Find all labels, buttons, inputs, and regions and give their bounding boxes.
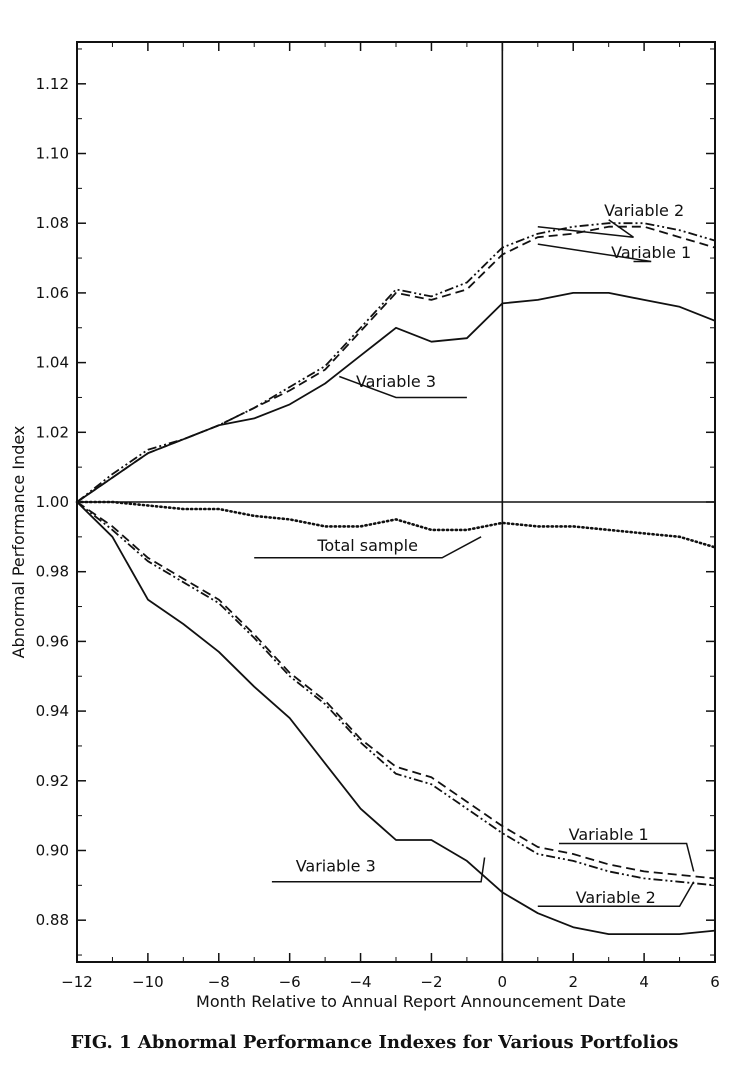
annotation-leader-line (271, 857, 486, 883)
series-annotation-label: Variable 3 (356, 372, 436, 391)
annotation-leader-line (537, 243, 652, 263)
series-annotation-label: Variable 2 (604, 201, 684, 220)
x-tick-label: 2 (568, 973, 578, 991)
x-tick-label: 6 (710, 973, 720, 991)
y-tick-label: 1.04 (36, 354, 69, 372)
series-annotation-label: Variable 3 (296, 856, 376, 875)
y-axis-title: Abnormal Performance Index (9, 426, 28, 659)
y-tick-label: 0.96 (36, 632, 69, 650)
series-line-negative-dashed (76, 501, 716, 880)
series-annotation-label: Variable 2 (576, 888, 656, 907)
series-line-positive-dashed (76, 225, 716, 503)
series-line-negative-solid (76, 501, 716, 935)
series-line-positive-dashdot (76, 222, 716, 503)
series-line-negative-dashdot (76, 501, 716, 887)
series-annotation-label: Variable 1 (611, 243, 691, 262)
y-tick-label: 1.10 (36, 145, 69, 163)
y-tick-label: 1.06 (36, 284, 69, 302)
annotation-leader-line (339, 375, 467, 399)
x-axis-title: Month Relative to Annual Report Announce… (196, 992, 626, 1011)
annotation-leader-line (537, 881, 695, 907)
y-tick-label: 1.00 (36, 493, 69, 511)
annotation-leader-line (559, 842, 695, 872)
annotation-leader-line (537, 219, 634, 238)
x-tick-label: 0 (498, 973, 508, 991)
figure-caption: FIG. 1 Abnormal Performance Indexes for … (70, 1032, 679, 1053)
series-annotation-label: Variable 1 (569, 825, 649, 844)
axis-ticks: 0.88 0.90 0.92 0.94 0.96 0.98 1.00 1.02 1.04 1.06… (36, 42, 720, 991)
y-tick-label: 0.98 (36, 563, 69, 581)
series-annotation-label: Total sample (316, 536, 418, 555)
series-line-positive-solid (76, 291, 716, 503)
x-tick-label: −2 (420, 973, 442, 991)
y-tick-label: 0.88 (36, 911, 69, 929)
y-tick-label: 0.92 (36, 772, 69, 790)
x-tick-label: −12 (61, 973, 93, 991)
x-tick-label: −4 (349, 973, 371, 991)
annotation-layer: Variable 2 Variable 1 Variable 3 Total samp… (254, 201, 695, 907)
y-tick-label: 0.90 (36, 841, 69, 859)
y-tick-label: 0.94 (36, 702, 69, 720)
x-tick-label: 4 (639, 973, 649, 991)
reference-lines (77, 42, 715, 962)
series-layer (75, 222, 717, 935)
x-tick-label: −10 (132, 973, 164, 991)
series-line-total-dotted (75, 500, 717, 549)
y-tick-label: 1.08 (36, 214, 69, 232)
y-tick-label: 1.02 (36, 423, 69, 441)
annotation-leader-line (254, 536, 482, 559)
y-tick-label: 1.12 (36, 75, 69, 93)
x-tick-label: −6 (279, 973, 301, 991)
x-tick-label: −8 (208, 973, 230, 991)
performance-index-chart: 0.88 0.90 0.92 0.94 0.96 0.98 1.00 1.02 1.04 1.06… (9, 41, 720, 1011)
